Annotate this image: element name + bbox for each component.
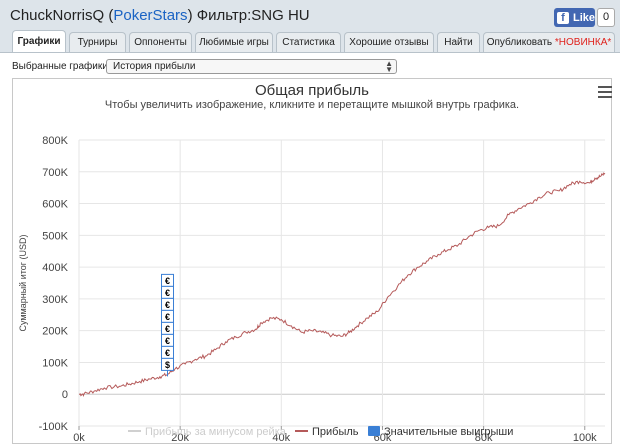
big-win-flag-label: € bbox=[165, 312, 170, 322]
main-content: Выбранные графики: История прибыли ▲ ▼ -1… bbox=[0, 52, 620, 446]
tab-opponents[interactable]: Оппоненты bbox=[129, 32, 192, 52]
chart-selector-label: Выбранные графики: bbox=[12, 61, 111, 72]
big-win-flag-label: € bbox=[165, 324, 170, 334]
big-win-flag-label: € bbox=[165, 300, 170, 310]
y-tick-label: 400K bbox=[42, 262, 68, 274]
profit-series-line bbox=[79, 172, 606, 397]
y-axis-label: Суммарный итог (USD) bbox=[18, 234, 28, 331]
tab-bar: Графики Турниры Оппоненты Любимые игры С… bbox=[0, 30, 620, 52]
chart-selector[interactable]: История прибыли ▲ ▼ bbox=[106, 59, 397, 74]
y-tick-label: 0 bbox=[62, 389, 68, 401]
chart-menu-icon[interactable] bbox=[598, 86, 612, 98]
y-tick-label: 100K bbox=[42, 357, 68, 369]
selector-arrows-icon: ▲ ▼ bbox=[385, 59, 393, 74]
legend-big-wins-swatch[interactable] bbox=[368, 426, 380, 436]
page-header: ChuckNorrisQ (PokerStars) Фильтр:SNG HU … bbox=[0, 0, 620, 30]
y-tick-label: 300K bbox=[42, 294, 68, 306]
x-tick-label: 0k bbox=[73, 432, 85, 444]
facebook-like-count: 0 bbox=[597, 8, 615, 27]
x-tick-label: 100k bbox=[573, 432, 597, 444]
big-win-flag-label: € bbox=[165, 336, 170, 346]
y-tick-label: -100K bbox=[39, 421, 69, 433]
tab-tournaments[interactable]: Турниры bbox=[69, 32, 126, 52]
x-tick-label: 40k bbox=[272, 432, 290, 444]
tab-favorite-games[interactable]: Любимые игры bbox=[195, 32, 273, 52]
x-tick-label: 20k bbox=[171, 432, 189, 444]
tab-charts[interactable]: Графики bbox=[12, 30, 66, 52]
player-name: ChuckNorrisQ bbox=[10, 7, 105, 24]
chart-selector-value: История прибыли bbox=[113, 61, 196, 72]
chart-svg: -100K 0 100K 200K 300K 400K 500K 600K 700K 800K 0k… bbox=[18, 135, 606, 444]
big-win-flag-label: $ bbox=[165, 360, 170, 370]
new-badge: *НОВИНКА* bbox=[554, 37, 612, 48]
tab-statistics[interactable]: Статистика bbox=[276, 32, 341, 52]
tab-find[interactable]: Найти bbox=[437, 32, 480, 52]
site-link[interactable]: PokerStars bbox=[113, 7, 188, 24]
y-tick-label: 800K bbox=[42, 135, 68, 147]
facebook-like-label: Like bbox=[572, 11, 595, 24]
tab-publish-label: Опубликовать bbox=[486, 37, 555, 48]
y-tick-label: 200K bbox=[42, 326, 68, 338]
tab-good-reviews[interactable]: Хорошие отзывы bbox=[344, 32, 434, 52]
filter-text: ) Фильтр:SNG HU bbox=[187, 7, 310, 24]
big-win-flag-label: € bbox=[165, 288, 170, 298]
y-tick-label: 600K bbox=[42, 199, 68, 211]
tab-publish[interactable]: Опубликовать *НОВИНКА* bbox=[483, 32, 615, 52]
facebook-like-button[interactable]: f Like bbox=[554, 8, 595, 27]
chart-title: Общая прибыль bbox=[254, 82, 370, 99]
big-win-flag-label: € bbox=[165, 276, 170, 286]
facebook-icon: f bbox=[557, 11, 569, 24]
legend-rake-label[interactable]: Прибыль за минусом рейка bbox=[145, 426, 287, 438]
open-paren: ( bbox=[108, 7, 114, 24]
legend-profit-label[interactable]: Прибыль bbox=[312, 426, 359, 438]
x-tick-label: 80k bbox=[475, 432, 493, 444]
chart-subtitle: Чтобы увеличить изображение, кликните и … bbox=[104, 99, 520, 111]
legend-big-wins-label[interactable]: Значительные выигрыши bbox=[384, 426, 513, 438]
big-win-flag[interactable] bbox=[161, 357, 175, 371]
y-tick-label: 500K bbox=[42, 230, 68, 242]
y-tick-label: 700K bbox=[42, 167, 68, 179]
profit-chart[interactable]: -100K 0 100K 200K 300K 400K 500K 600K 700K 800K 0k… bbox=[12, 78, 612, 444]
big-win-flag-label: € bbox=[165, 348, 170, 358]
page-title: ChuckNorrisQ (PokerStars) Фильтр:SNG HU bbox=[10, 7, 310, 24]
